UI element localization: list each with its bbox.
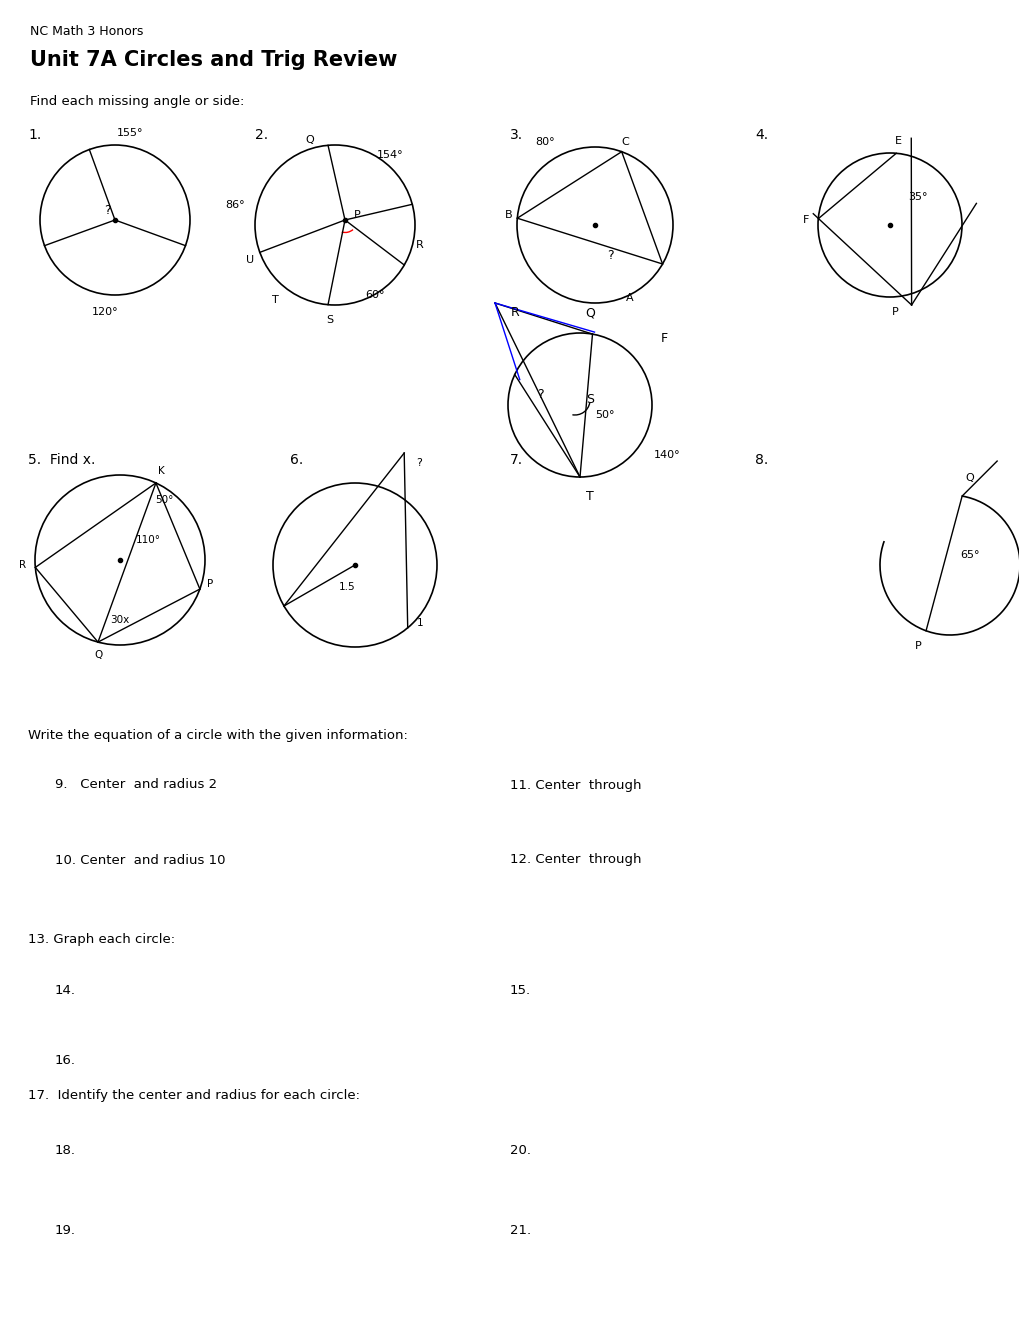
Text: 13. Graph each circle:: 13. Graph each circle: (28, 933, 175, 946)
Text: 154°: 154° (376, 150, 403, 160)
Text: A: A (626, 293, 633, 304)
Text: 9.   Center  and radius 2: 9. Center and radius 2 (55, 779, 217, 792)
Text: T: T (271, 294, 278, 305)
Text: 17.  Identify the center and radius for each circle:: 17. Identify the center and radius for e… (28, 1089, 360, 1101)
Text: E: E (894, 136, 901, 147)
Text: Find each missing angle or side:: Find each missing angle or side: (30, 95, 245, 108)
Text: ?: ? (104, 203, 110, 216)
Text: 15.: 15. (510, 983, 531, 997)
Text: P: P (914, 640, 920, 651)
Text: 65°: 65° (959, 550, 979, 560)
Text: 20.: 20. (510, 1143, 531, 1156)
Text: 16.: 16. (55, 1053, 76, 1067)
Text: T: T (586, 491, 593, 503)
Text: 4.: 4. (754, 128, 767, 143)
Text: 86°: 86° (225, 201, 245, 210)
Text: 3.: 3. (510, 128, 523, 143)
Text: NC Math 3 Honors: NC Math 3 Honors (30, 25, 144, 38)
Text: Unit 7A Circles and Trig Review: Unit 7A Circles and Trig Review (30, 50, 397, 70)
Text: R: R (416, 240, 424, 249)
Text: P: P (891, 308, 898, 317)
Text: 30x: 30x (110, 615, 129, 626)
Text: 140°: 140° (653, 450, 680, 459)
Text: 60°: 60° (365, 290, 384, 300)
Text: 155°: 155° (116, 128, 143, 139)
Text: F: F (659, 331, 666, 345)
Text: 80°: 80° (535, 137, 554, 147)
Text: R: R (511, 306, 519, 319)
Text: 2.: 2. (255, 128, 268, 143)
Text: S: S (586, 393, 593, 407)
Text: U: U (246, 255, 254, 265)
Text: 1.: 1. (28, 128, 41, 143)
Text: 5.  Find x.: 5. Find x. (28, 453, 96, 467)
Text: 21.: 21. (510, 1224, 531, 1237)
Text: Q: Q (94, 651, 102, 660)
Text: P: P (354, 210, 360, 220)
Text: 35°: 35° (907, 191, 927, 202)
Text: R: R (18, 561, 25, 570)
Text: B: B (504, 210, 513, 220)
Text: 120°: 120° (92, 308, 118, 317)
Text: Q: Q (965, 473, 973, 483)
Text: 1: 1 (416, 618, 423, 628)
Text: ?: ? (416, 458, 422, 469)
Text: 12. Center  through: 12. Center through (510, 854, 641, 866)
Text: 6.: 6. (289, 453, 303, 467)
Text: C: C (621, 137, 629, 147)
Text: 10. Center  and radius 10: 10. Center and radius 10 (55, 854, 225, 866)
Text: 110°: 110° (136, 535, 160, 545)
Text: 50°: 50° (595, 411, 614, 420)
Text: 18.: 18. (55, 1143, 76, 1156)
Text: 50°: 50° (155, 495, 173, 506)
Text: 1.5: 1.5 (338, 582, 355, 591)
Text: Write the equation of a circle with the given information:: Write the equation of a circle with the … (28, 729, 408, 742)
Text: P: P (207, 579, 213, 589)
Text: 7.: 7. (510, 453, 523, 467)
Text: 19.: 19. (55, 1224, 76, 1237)
Text: 11. Center  through: 11. Center through (510, 779, 641, 792)
Text: Q: Q (585, 306, 594, 319)
Text: Q: Q (306, 135, 314, 145)
Text: ?: ? (536, 388, 543, 401)
Text: K: K (157, 466, 164, 477)
Text: 14.: 14. (55, 983, 76, 997)
Text: ?: ? (606, 248, 612, 261)
Text: 8.: 8. (754, 453, 767, 467)
Text: S: S (326, 315, 333, 325)
Text: F: F (802, 215, 808, 224)
